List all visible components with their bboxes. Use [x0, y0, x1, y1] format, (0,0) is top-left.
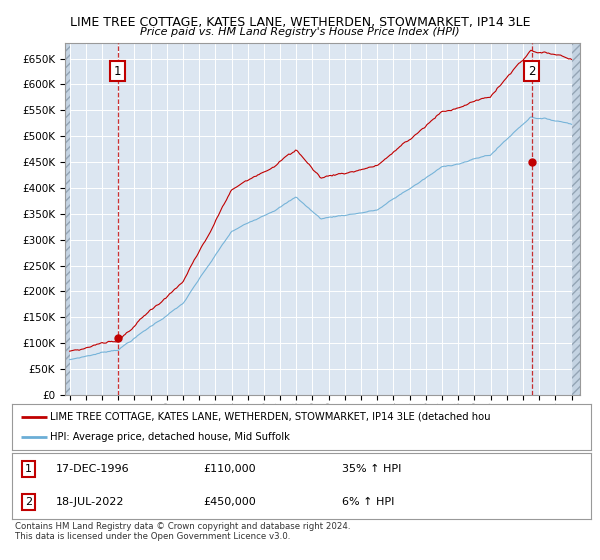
Text: 6% ↑ HPI: 6% ↑ HPI: [342, 497, 394, 507]
Text: 2: 2: [528, 65, 535, 78]
Text: Price paid vs. HM Land Registry's House Price Index (HPI): Price paid vs. HM Land Registry's House …: [140, 27, 460, 37]
Text: 35% ↑ HPI: 35% ↑ HPI: [342, 464, 401, 474]
Text: 1: 1: [114, 65, 121, 78]
Text: £450,000: £450,000: [203, 497, 256, 507]
Text: £110,000: £110,000: [203, 464, 256, 474]
Text: 2: 2: [25, 497, 32, 507]
Text: HPI: Average price, detached house, Mid Suffolk: HPI: Average price, detached house, Mid …: [50, 432, 290, 442]
Text: Contains HM Land Registry data © Crown copyright and database right 2024.
This d: Contains HM Land Registry data © Crown c…: [15, 522, 350, 542]
Text: 18-JUL-2022: 18-JUL-2022: [55, 497, 124, 507]
Text: 1: 1: [25, 464, 32, 474]
Text: LIME TREE COTTAGE, KATES LANE, WETHERDEN, STOWMARKET, IP14 3LE (detached hou: LIME TREE COTTAGE, KATES LANE, WETHERDEN…: [50, 412, 490, 422]
Text: 17-DEC-1996: 17-DEC-1996: [55, 464, 129, 474]
Bar: [65, 43, 70, 395]
Text: LIME TREE COTTAGE, KATES LANE, WETHERDEN, STOWMARKET, IP14 3LE: LIME TREE COTTAGE, KATES LANE, WETHERDEN…: [70, 16, 530, 29]
Bar: [572, 43, 580, 395]
